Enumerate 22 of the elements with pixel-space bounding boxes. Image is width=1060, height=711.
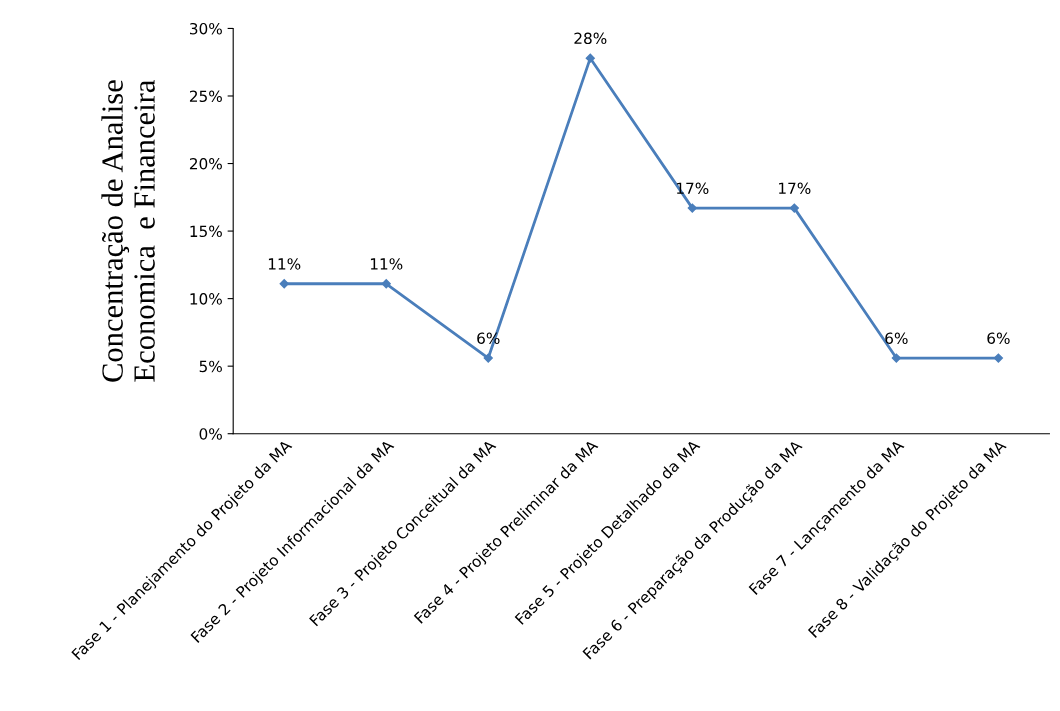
y-tick-label: 10% [190, 293, 222, 305]
data-label: 6% [987, 332, 1010, 344]
data-label: 11% [370, 258, 403, 270]
point [789, 203, 799, 213]
point [381, 279, 391, 289]
point [483, 353, 493, 363]
data-label: 6% [885, 332, 908, 344]
point [993, 353, 1004, 363]
point [279, 279, 289, 289]
y-tick-label: 20% [189, 158, 222, 170]
point [687, 203, 697, 213]
y-axis-title: Concentração de Analise Economica e Financeira [101, 80, 155, 382]
y-tick-label: 30% [189, 22, 222, 35]
data-label: 28% [574, 32, 607, 45]
y-tick-label: 5% [199, 360, 222, 373]
y-tick-label: 15% [190, 225, 222, 238]
y-tick-label: 25% [189, 90, 222, 103]
data-label: 17% [779, 182, 811, 195]
y-tick-label: 0% [199, 428, 222, 440]
data-label: 11% [268, 258, 301, 270]
point [585, 53, 595, 63]
point [891, 353, 901, 363]
